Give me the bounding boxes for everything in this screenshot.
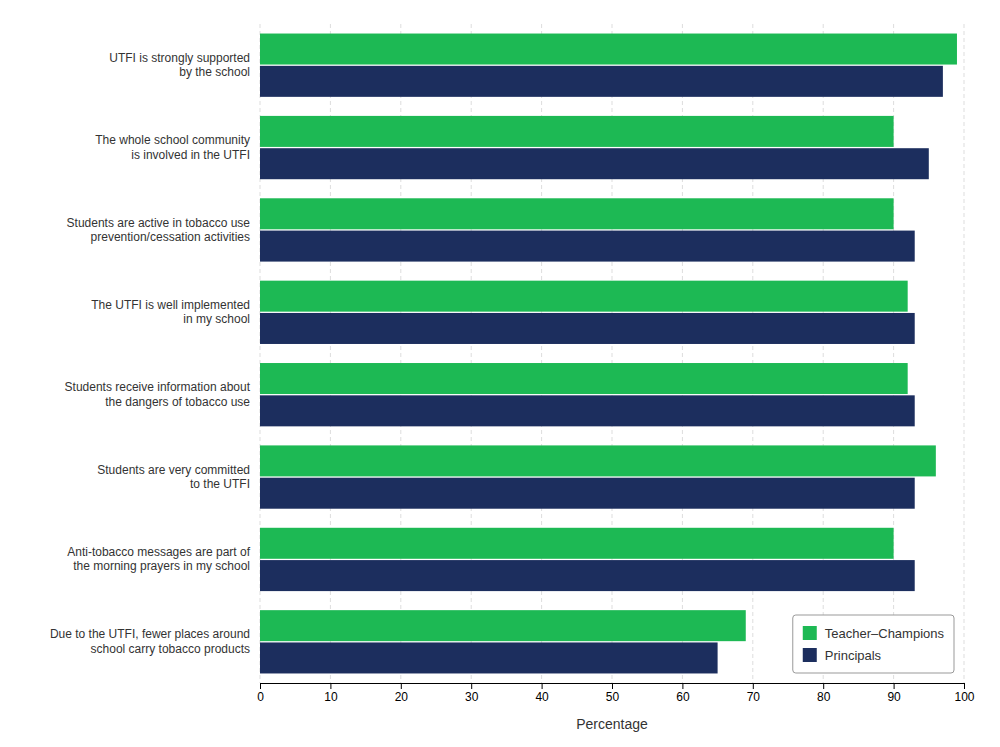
grid-line [964, 24, 965, 683]
bar-series [260, 66, 943, 674]
bar [260, 231, 915, 262]
bar [260, 610, 746, 641]
legend-swatch [803, 626, 817, 640]
y-tick-label: Students are very committedto the UTFI [97, 463, 250, 491]
y-tick: Students are very committedto the UTFI [97, 463, 250, 491]
x-tick-label: 70 [747, 690, 761, 704]
y-tick: Due to the UTFI, fewer places aroundscho… [50, 627, 250, 655]
bar [260, 560, 915, 591]
x-tick-mark [612, 683, 613, 689]
x-tick-mark [753, 683, 754, 689]
x-tick-label: 10 [324, 690, 338, 704]
x-tick: 20 [395, 683, 409, 704]
x-tick-mark [471, 683, 472, 689]
bar [260, 445, 936, 476]
x-tick: 90 [887, 683, 901, 704]
x-tick: 70 [747, 683, 761, 704]
bar [260, 363, 908, 394]
x-tick-mark [542, 683, 543, 689]
x-tick-label: 0 [257, 690, 264, 704]
bar [260, 66, 943, 97]
bar [260, 34, 957, 65]
grid [260, 24, 964, 683]
bar [260, 395, 915, 426]
x-tick-mark [964, 683, 965, 689]
x-tick-mark [894, 683, 895, 689]
x-tick: 10 [324, 683, 338, 704]
x-axis: 0 10 20 30 40 50 60 70 80 90 100 [257, 683, 975, 704]
x-tick: 40 [535, 683, 549, 704]
bar [260, 198, 894, 229]
x-tick-label: 80 [817, 690, 831, 704]
x-tick-mark [401, 683, 402, 689]
y-tick-label: Due to the UTFI, fewer places aroundscho… [50, 627, 250, 655]
y-tick-label: Anti-tobacco messages are part ofthe mor… [67, 545, 250, 573]
x-tick-label: 90 [887, 690, 901, 704]
chart: 0 10 20 30 40 50 60 70 80 90 100 UTFI is strongly s… [0, 0, 1000, 747]
x-tick-label: 50 [606, 690, 620, 704]
x-tick: 50 [606, 683, 620, 704]
bar [260, 148, 929, 179]
bar [260, 281, 908, 312]
x-tick: 100 [954, 683, 974, 704]
y-axis: UTFI is strongly supportedby the school T… [50, 51, 251, 656]
bars [260, 34, 957, 674]
bar [260, 116, 894, 147]
y-tick: Students are active in tobacco usepreven… [67, 216, 251, 244]
legend: Teacher–Champions Principals [793, 615, 954, 673]
x-tick: 60 [676, 683, 690, 704]
bar [260, 528, 894, 559]
x-axis-title: Percentage [576, 716, 648, 732]
bar [260, 313, 915, 344]
legend-label: Teacher–Champions [825, 626, 945, 641]
y-tick: Anti-tobacco messages are part ofthe mor… [67, 545, 250, 573]
plot: 0 10 20 30 40 50 60 70 80 90 100 UTFI is strongly s… [50, 24, 975, 732]
legend-item: Teacher–Champions [803, 626, 945, 641]
bar [260, 478, 915, 509]
y-tick: UTFI is strongly supportedby the school [109, 51, 250, 79]
x-tick-mark [330, 683, 331, 689]
legend-item: Principals [803, 648, 882, 663]
y-tick: Students receive information aboutthe da… [65, 380, 251, 408]
legend-label: Principals [825, 648, 882, 663]
x-tick-label: 40 [535, 690, 549, 704]
y-tick-label: Students receive information aboutthe da… [65, 380, 251, 408]
y-tick-label: The UTFI is well implementedin my school [91, 298, 250, 326]
x-tick-label: 20 [395, 690, 409, 704]
y-tick-label: The whole school communityis involved in… [95, 133, 250, 161]
x-tick-label: 100 [954, 690, 974, 704]
x-tick-mark [823, 683, 824, 689]
bar [260, 642, 718, 673]
y-tick: The UTFI is well implementedin my school [91, 298, 250, 326]
x-tick-label: 60 [676, 690, 690, 704]
x-tick: 80 [817, 683, 831, 704]
bar-series [260, 34, 957, 642]
legend-swatch [803, 648, 817, 662]
x-tick-label: 30 [465, 690, 479, 704]
y-tick-label: UTFI is strongly supportedby the school [109, 51, 250, 79]
y-tick-label: Students are active in tobacco usepreven… [67, 216, 251, 244]
legend-box [793, 615, 954, 673]
x-tick-mark [682, 683, 683, 689]
x-axis-line [261, 684, 965, 690]
x-tick: 30 [465, 683, 479, 704]
x-tick-mark [260, 683, 261, 689]
x-tick: 0 [257, 683, 264, 704]
y-tick: The whole school communityis involved in… [95, 133, 250, 161]
